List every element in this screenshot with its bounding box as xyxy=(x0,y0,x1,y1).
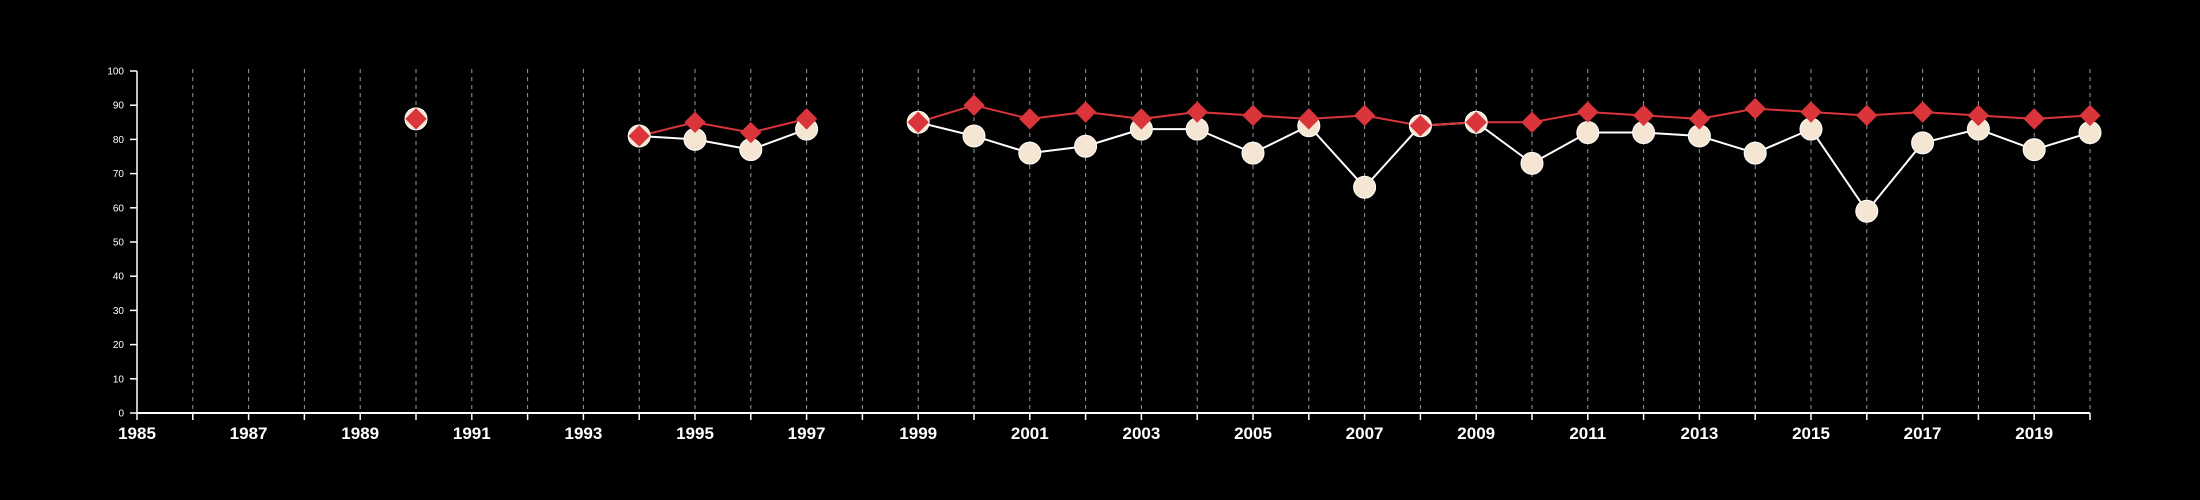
diamond-marker xyxy=(2079,104,2101,127)
circle-marker xyxy=(962,124,986,148)
y-axis-ticks: 0 10 20 30 40 50 60 70 80 90 100 xyxy=(107,67,137,420)
x-tick-label: 2003 xyxy=(1122,424,1160,443)
diamond-marker xyxy=(1409,115,1432,137)
axes xyxy=(136,71,2090,414)
x-tick-label: 2001 xyxy=(1011,424,1049,443)
diamond-marker xyxy=(1688,108,1711,130)
y-tick-label: 80 xyxy=(113,135,125,146)
series-line-segment xyxy=(1363,125,1422,188)
x-tick-label: 2013 xyxy=(1680,424,1718,443)
diamond-marker xyxy=(1856,104,1878,127)
diamond-marker xyxy=(1800,101,1822,123)
diamond-marker xyxy=(684,111,706,134)
y-tick-label: 90 xyxy=(113,101,125,112)
circle-marker xyxy=(1520,151,1544,175)
diamond-marker xyxy=(1967,104,1990,127)
x-tick-label: 2015 xyxy=(1792,424,1830,443)
circle-marker xyxy=(1855,199,1879,223)
x-tick-label: 2005 xyxy=(1234,424,1272,443)
diamond-marker xyxy=(1577,101,1599,123)
diamond-marker xyxy=(1744,97,1766,120)
y-tick-label: 20 xyxy=(113,340,125,351)
y-tick-label: 30 xyxy=(113,306,125,317)
y-tick-label: 0 xyxy=(118,409,124,420)
x-tick-label: 1993 xyxy=(564,424,602,443)
y-tick-label: 70 xyxy=(113,169,125,180)
circle-marker xyxy=(1074,134,1098,158)
series-markers xyxy=(404,94,2102,223)
circle-marker xyxy=(1241,141,1265,165)
x-tick-label: 2009 xyxy=(1457,424,1495,443)
circle-marker xyxy=(2022,138,2046,162)
diamond-marker xyxy=(1130,108,1153,130)
series-line-segment xyxy=(1866,142,1924,212)
x-tick-label: 1987 xyxy=(230,424,268,443)
x-tick-label: 2019 xyxy=(2015,424,2053,443)
series-line-segment xyxy=(694,121,751,134)
diamond-marker xyxy=(1911,101,1934,123)
x-tick-label: 1997 xyxy=(788,424,826,443)
circle-marker xyxy=(1576,121,1600,145)
diamond-marker xyxy=(2023,108,2045,130)
series-line-segment xyxy=(1699,107,1756,120)
diamond-marker xyxy=(1186,101,1208,123)
series-line-segment xyxy=(1810,128,1868,212)
y-tick-label: 50 xyxy=(113,238,125,249)
series-line-segment xyxy=(750,117,807,134)
diamond-marker xyxy=(1019,108,1041,130)
x-tick-label: 2007 xyxy=(1346,424,1384,443)
series-line-segment xyxy=(973,104,1031,120)
x-tick-label: 2011 xyxy=(1569,424,1606,443)
diamond-marker xyxy=(405,108,427,130)
diamond-marker xyxy=(1298,108,1320,130)
series-line-segment xyxy=(1308,125,1366,188)
series-line-segment xyxy=(1531,111,1588,124)
diamond-marker xyxy=(963,94,985,116)
diamond-marker xyxy=(907,111,929,134)
y-tick-label: 100 xyxy=(107,67,124,78)
diamond-marker xyxy=(1632,104,1655,127)
diamond-marker xyxy=(1521,111,1543,134)
x-tick-label: 1999 xyxy=(899,424,937,443)
x-tick-label: 1991 xyxy=(453,424,491,443)
x-tick-label: 1985 xyxy=(118,424,156,443)
diamond-marker xyxy=(795,108,818,130)
y-tick-label: 60 xyxy=(113,203,125,214)
circle-marker xyxy=(1743,141,1767,165)
diamond-marker xyxy=(740,121,762,144)
diamond-marker xyxy=(628,125,650,147)
x-tick-label: 2017 xyxy=(1904,424,1942,443)
diamond-marker xyxy=(1074,101,1097,123)
x-tick-label: 1989 xyxy=(341,424,379,443)
diamond-marker xyxy=(1353,104,1376,127)
y-tick-label: 10 xyxy=(113,374,125,385)
circle-marker xyxy=(1353,175,1377,199)
x-axis-ticks: 1985 1987 1989 1991 1993 1995 1997 1999 2001 2003… xyxy=(118,413,2091,443)
diamond-marker xyxy=(1242,104,1264,127)
diamond-marker xyxy=(1465,111,1487,134)
x-tick-label: 1995 xyxy=(676,424,714,443)
circle-marker xyxy=(1018,141,1042,165)
series-line-segment xyxy=(1475,121,1533,165)
y-tick-label: 40 xyxy=(113,272,125,283)
circle-marker xyxy=(1911,131,1935,155)
